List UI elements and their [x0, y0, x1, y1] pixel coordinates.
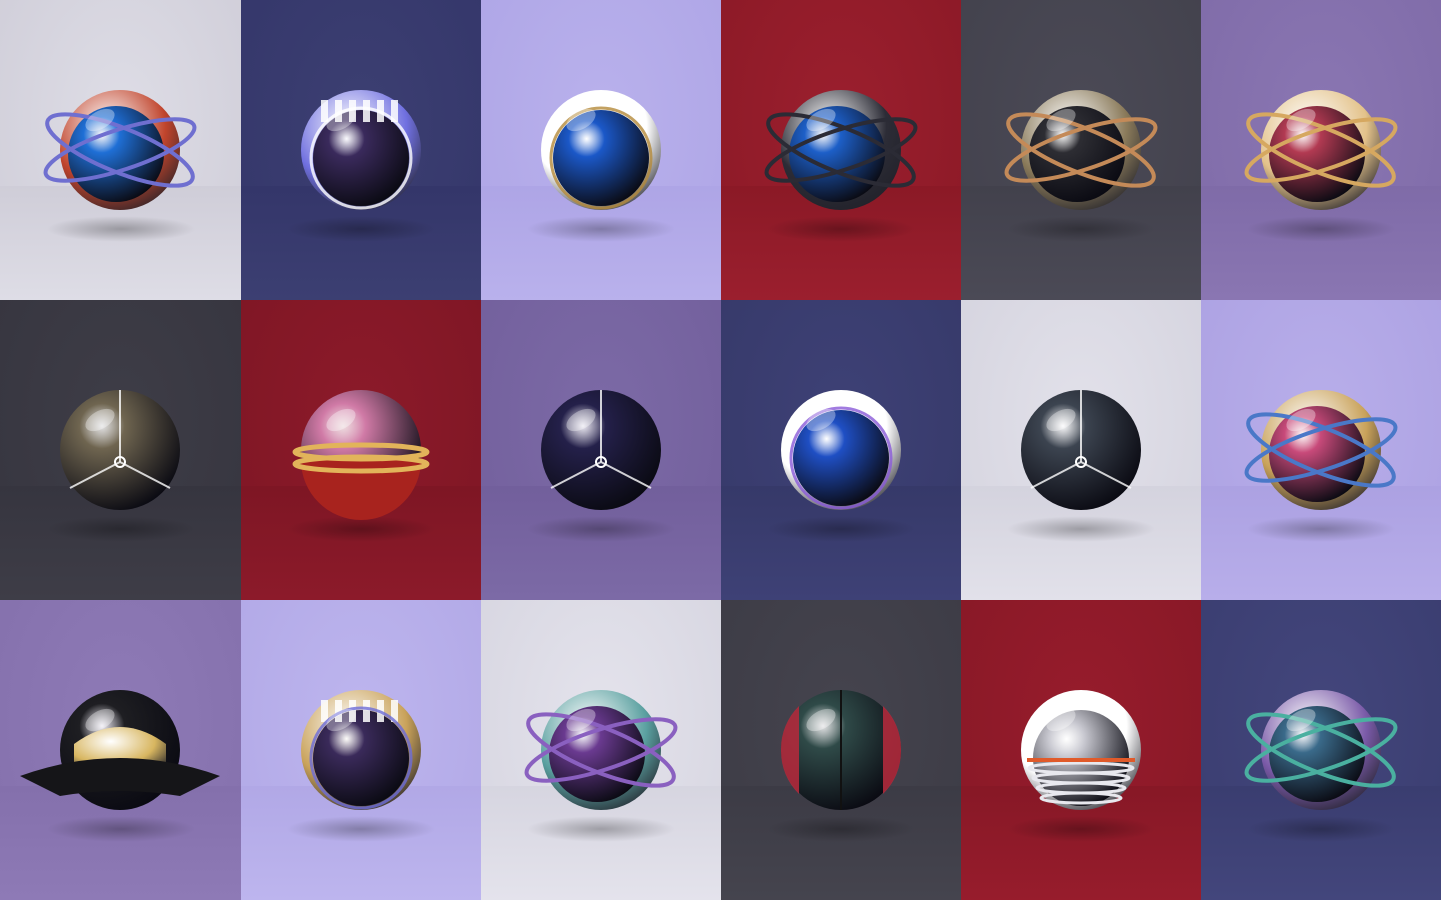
sphere-render [1021, 690, 1141, 810]
tile-gold-mesh-iridescent-sphere [1201, 300, 1441, 600]
sphere-shadow [766, 516, 916, 542]
sphere-shadow [45, 516, 196, 542]
sphere-shadow [1246, 216, 1396, 242]
sphere-render [541, 390, 661, 510]
tile-visor-purple-sphere [241, 0, 481, 300]
sphere-shadow [286, 816, 436, 842]
sphere-shadow [766, 816, 916, 842]
tile-pink-gold-band-sphere [241, 300, 481, 600]
sphere-render [1021, 390, 1141, 510]
sphere-render [780, 690, 902, 810]
sphere-shadow [1246, 516, 1396, 542]
sphere-render [292, 390, 430, 520]
tile-gold-mesh-visor-sphere [241, 600, 481, 900]
sphere-render [1004, 90, 1158, 210]
sphere-render [781, 390, 901, 510]
sphere-shadow [766, 216, 916, 242]
tile-eye-blue-white-sphere [481, 0, 721, 300]
sphere-shadow [526, 216, 676, 242]
sphere-shadow [1006, 216, 1156, 242]
sphere-shadow [1006, 516, 1156, 542]
tile-rings-copper-dark-sphere [961, 0, 1201, 300]
tile-white-chrome-coil-sphere [961, 600, 1201, 900]
sphere-render [43, 90, 197, 210]
sphere-render [524, 690, 678, 810]
sphere-render [764, 90, 918, 210]
tile-chrome-blue-speckle-sphere [961, 300, 1201, 600]
sphere-render [301, 690, 421, 810]
sphere-render [20, 690, 220, 810]
sphere-shadow [1246, 816, 1396, 842]
tile-striped-gold-rings-sphere [1201, 0, 1441, 300]
sphere-shadow [286, 516, 436, 542]
tile-orbit-rings-blue-copper-sphere [0, 0, 241, 300]
sphere-render [1244, 90, 1398, 210]
tile-black-gold-winged-sphere [0, 600, 241, 900]
tile-cage-rings-blue-sphere [721, 0, 961, 300]
sphere-shadow [45, 816, 196, 842]
sphere-render [60, 390, 180, 510]
sphere-render [1244, 390, 1398, 510]
sphere-render [301, 90, 421, 210]
sphere-shadow [526, 516, 676, 542]
tile-iridescent-blade-orbit-sphere [1201, 600, 1441, 900]
sphere-render [1244, 690, 1398, 810]
sphere-shadow [45, 216, 196, 242]
tile-iridescent-orbit-sphere [481, 600, 721, 900]
sphere-shadow [286, 216, 436, 242]
tile-weathered-bronze-sphere [0, 300, 241, 600]
sphere-shadow [526, 816, 676, 842]
tile-green-red-split-sphere [721, 600, 961, 900]
tile-white-shell-blue-core-sphere [721, 300, 961, 600]
tile-purple-marble-sphere [481, 300, 721, 600]
sphere-render [541, 90, 661, 210]
sphere-shadow [1006, 816, 1156, 842]
